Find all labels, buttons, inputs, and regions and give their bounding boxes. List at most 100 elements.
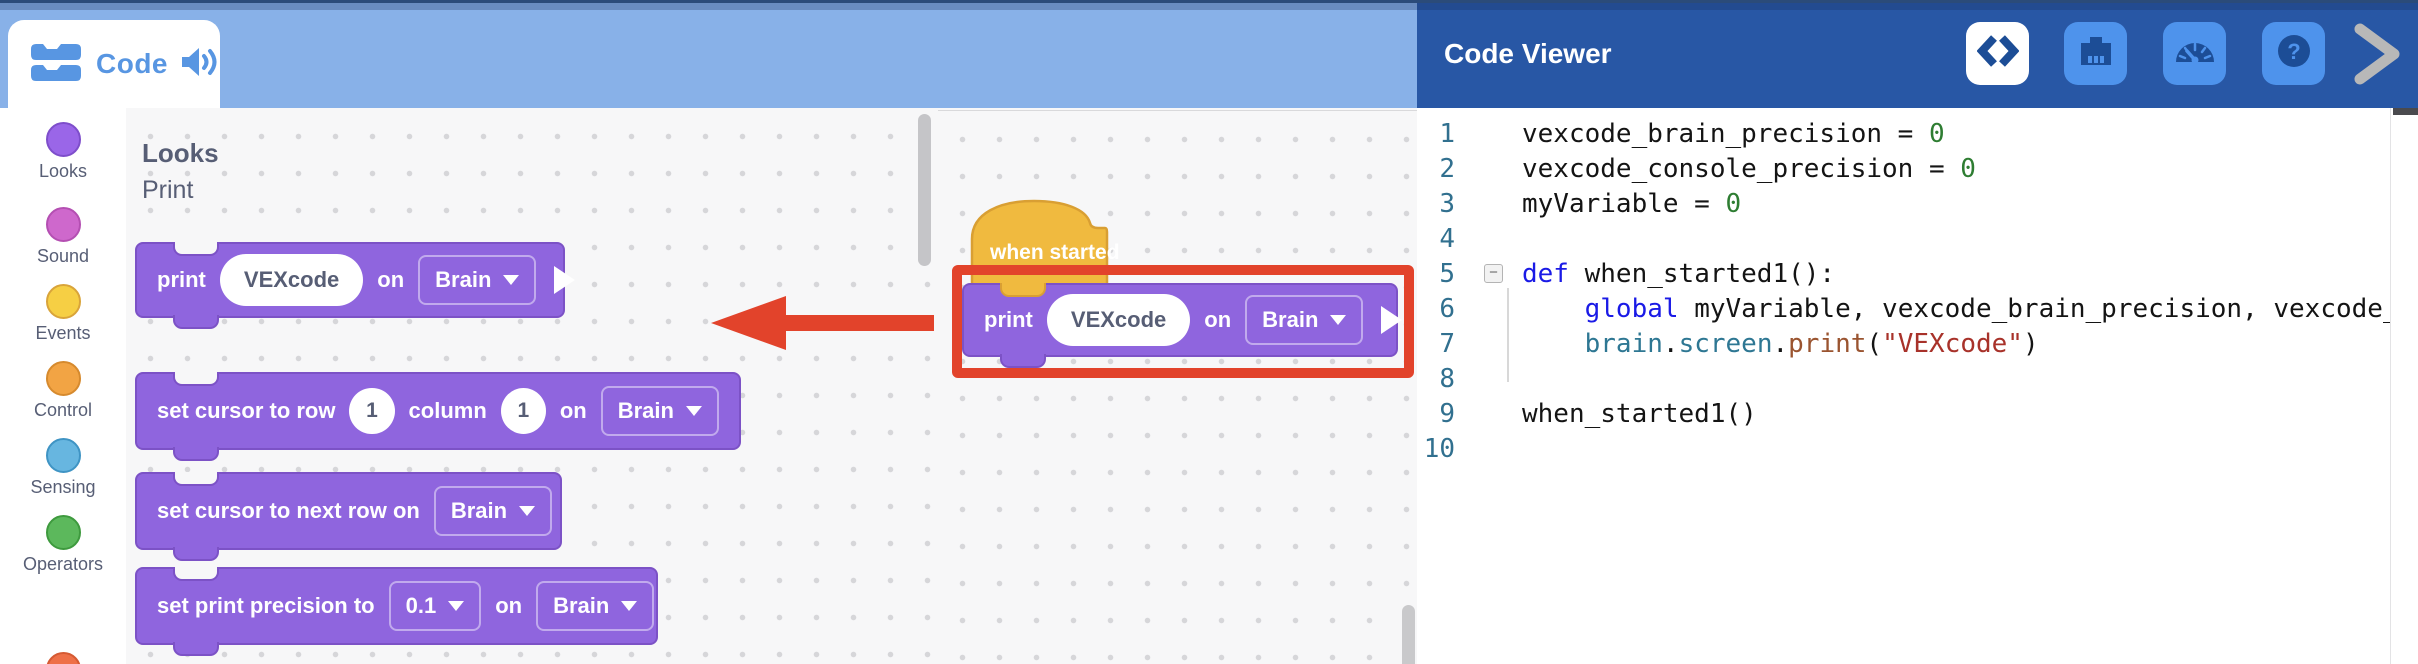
block-nub — [173, 642, 219, 656]
category-label: Looks — [38, 161, 88, 181]
chevron-down-icon — [621, 601, 638, 611]
chevron-right-icon — [2348, 23, 2406, 90]
block-label: on — [495, 593, 523, 618]
block-label: set cursor to next row on — [157, 498, 420, 523]
sidebar-item-looks[interactable]: Looks — [0, 122, 126, 182]
line-number: 8 — [1439, 363, 1455, 394]
category-circle-icon[interactable] — [45, 207, 81, 242]
code-line: 10 — [1417, 431, 2390, 466]
line-number: 3 — [1439, 188, 1455, 219]
column-input[interactable]: 1 — [500, 388, 546, 434]
block-set-print-precision[interactable]: set print precision to 0.1 on Brain — [135, 567, 658, 656]
line-number: 4 — [1439, 223, 1455, 254]
block-print[interactable]: print VEXcode on Brain — [135, 242, 576, 329]
category-circle-icon[interactable] — [45, 515, 81, 550]
category-circle-icon[interactable] — [45, 284, 81, 319]
block-print-attached[interactable]: print VEXcode on Brain — [962, 283, 1403, 368]
code-line: 2 vexcode_console_precision = 0 — [1417, 151, 2390, 186]
gauge-icon — [2172, 30, 2218, 77]
category-circle-icon[interactable] — [45, 122, 81, 157]
code-text: when_started1() — [1522, 398, 1757, 429]
line-number: 10 — [1423, 433, 1455, 464]
run-block-icon[interactable] — [1381, 306, 1403, 334]
monitor-gauge-button[interactable] — [2163, 22, 2226, 85]
speaker-icon[interactable] — [180, 44, 220, 85]
text-input[interactable]: VEXcode — [1046, 294, 1191, 346]
device-dropdown[interactable]: Brain — [536, 581, 655, 631]
text-input[interactable]: VEXcode — [219, 254, 364, 306]
palette-section-title: Looks — [142, 138, 219, 168]
run-block-icon[interactable] — [554, 266, 576, 294]
code-text: vexcode_brain_precision = 0 — [1522, 118, 1945, 149]
category-label: Events — [35, 323, 91, 343]
category-label: Control — [33, 400, 93, 420]
tab-code[interactable]: Code — [8, 20, 220, 108]
device-dropdown[interactable]: Brain — [433, 486, 553, 536]
sidebar-item-partial[interactable] — [0, 652, 126, 664]
code-text: vexcode_console_precision = 0 — [1522, 153, 1976, 184]
precision-dropdown[interactable]: 0.1 — [388, 581, 482, 631]
sidebar-item-sensing[interactable]: Sensing — [0, 438, 126, 498]
help-icon: ? — [2273, 30, 2315, 77]
block-set-cursor-next-row[interactable]: set cursor to next row on Brain — [135, 472, 562, 561]
sidebar-item-sound[interactable]: Sound — [0, 207, 126, 267]
code-line: 3 myVariable = 0 — [1417, 186, 2390, 221]
code-text: global myVariable, vexcode_brain_precisi… — [1584, 293, 2390, 324]
code-lines: 1 vexcode_brain_precision = 0 2 vexcode_con… — [1417, 116, 2390, 466]
blocks-workspace[interactable]: when started print VEXcode on Brain — [938, 110, 1417, 664]
code-viewer-toggle-button[interactable] — [1966, 22, 2029, 85]
block-label: set print precision to — [157, 593, 375, 618]
block-label: on — [559, 398, 587, 423]
block-notch — [173, 567, 219, 581]
block-label: on — [377, 267, 405, 292]
dropdown-value: Brain — [1262, 307, 1319, 332]
sidebar-item-events[interactable]: Events — [0, 284, 126, 344]
row-input[interactable]: 1 — [349, 388, 395, 434]
sidebar-item-operators[interactable]: Operators — [0, 515, 126, 575]
fold-marker[interactable]: − — [1484, 264, 1503, 283]
device-dropdown[interactable]: Brain — [1245, 295, 1364, 345]
annotation-arrow-head-icon — [711, 296, 786, 350]
category-circle-icon[interactable] — [45, 438, 81, 473]
line-number: 1 — [1439, 118, 1455, 149]
chevron-down-icon — [685, 406, 702, 416]
category-label: Operators — [22, 554, 104, 574]
flyout-scrollbar[interactable] — [918, 114, 931, 266]
category-label: Sound — [36, 246, 90, 266]
collapse-panel-button[interactable] — [2348, 22, 2406, 86]
line-number: 5 — [1439, 258, 1455, 289]
code-viewer-header: Code Viewer — [1417, 0, 2418, 108]
code-line: 1 vexcode_brain_precision = 0 — [1417, 116, 2390, 151]
block-label: print — [984, 307, 1033, 332]
code-line: 9 when_started1() — [1417, 396, 2390, 431]
top-edge-shade — [0, 3, 2418, 10]
indent-guide — [1507, 288, 1509, 382]
code-line: 8 — [1417, 361, 2390, 396]
help-button[interactable]: ? — [2262, 22, 2325, 85]
block-nub — [173, 447, 219, 461]
code-text: brain.screen.print("VEXcode") — [1584, 328, 2039, 359]
code-line: 7 brain.screen.print("VEXcode") — [1417, 326, 2390, 361]
category-circle-icon[interactable] — [45, 652, 81, 664]
dropdown-value: 0.1 — [405, 593, 437, 618]
line-number: 7 — [1439, 328, 1455, 359]
category-label: Sensing — [30, 477, 96, 497]
code-line: 5 def when_started1(): — [1417, 256, 2390, 291]
code-text: def when_started1(): — [1522, 258, 1836, 289]
block-set-cursor-row-column[interactable]: set cursor to row 1 column 1 on Brain — [135, 372, 741, 461]
workspace-scrollbar[interactable] — [1402, 605, 1415, 664]
category-sidebar: Looks Sound Events Control Sensing Operators — [0, 108, 126, 664]
block-nub — [173, 547, 219, 561]
device-dropdown[interactable]: Brain — [600, 386, 719, 436]
blocks-icon — [28, 37, 84, 92]
code-viewer-title: Code Viewer — [1444, 38, 1612, 69]
line-number: 2 — [1439, 153, 1455, 184]
device-dropdown[interactable]: Brain — [418, 255, 537, 305]
brain-icon — [2075, 30, 2117, 77]
sidebar-item-control[interactable]: Control — [0, 361, 126, 421]
code-scrollbar-thumb[interactable] — [2393, 108, 2418, 115]
category-circle-icon[interactable] — [45, 361, 81, 396]
panel-divider — [2390, 108, 2391, 664]
brain-device-button[interactable] — [2064, 22, 2127, 85]
